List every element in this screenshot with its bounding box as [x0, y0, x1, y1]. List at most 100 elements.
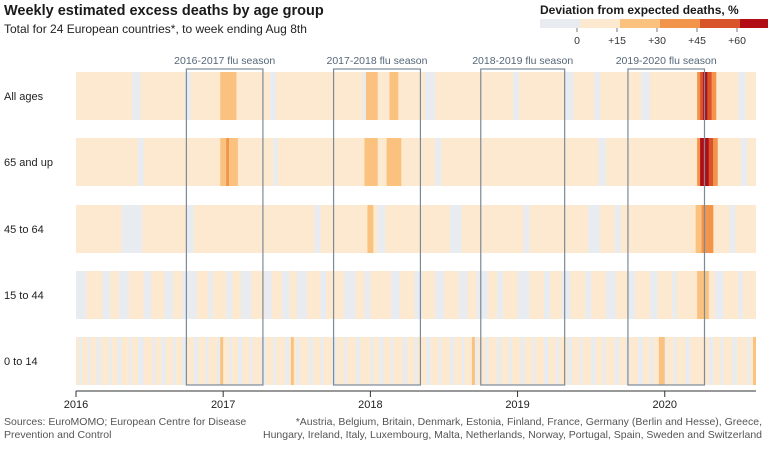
- chart-subtitle: Total for 24 European countries*, to wee…: [4, 22, 307, 36]
- neutral-week-band: [567, 337, 573, 385]
- neutral-week-band: [308, 337, 313, 385]
- row-label: 15 to 44: [4, 290, 44, 302]
- excess-week-band: [220, 138, 227, 186]
- neutral-week-band: [461, 337, 465, 385]
- x-tick-label: 2018: [358, 399, 382, 411]
- countries-footnote: *Austria, Belgium, Britain, Denmark, Est…: [262, 416, 762, 441]
- neutral-week-band: [370, 337, 374, 385]
- neutral-week-band: [741, 138, 748, 186]
- legend-tick-label: +45: [688, 35, 706, 47]
- neutral-week-band: [714, 271, 724, 319]
- x-axis: 2016 2017 2018 2019 2020: [64, 390, 756, 411]
- neutral-week-band: [729, 205, 736, 253]
- neutral-week-band: [650, 271, 658, 319]
- neutral-week-band: [513, 72, 520, 120]
- neutral-week-band: [564, 72, 574, 120]
- neutral-week-band: [638, 337, 643, 385]
- excess-week-band: [386, 138, 402, 186]
- row-background: [76, 138, 756, 186]
- x-tick-label: 2017: [211, 399, 235, 411]
- neutral-week-band: [117, 337, 122, 385]
- neutral-week-band: [579, 337, 583, 385]
- neutral-week-band: [343, 337, 347, 385]
- neutral-week-band: [602, 337, 606, 385]
- neutral-week-band: [532, 337, 536, 385]
- row-label: 0 to 14: [4, 356, 38, 368]
- neutral-week-band: [738, 271, 743, 319]
- flu-season-label: 2018-2019 flu season: [472, 55, 573, 67]
- neutral-week-band: [296, 337, 300, 385]
- x-tick-label: 2019: [505, 399, 529, 411]
- neutral-week-band: [131, 72, 141, 120]
- neutral-week-band: [473, 337, 478, 385]
- excess-week-band: [700, 138, 704, 186]
- neutral-week-band: [208, 271, 213, 319]
- legend-swatch: [740, 19, 768, 28]
- neutral-week-band: [240, 271, 252, 319]
- excess-week-band: [695, 205, 702, 253]
- legend-tick-label: 0: [574, 35, 580, 47]
- excess-week-band: [707, 205, 714, 253]
- neutral-week-band: [708, 337, 714, 385]
- excess-week-band: [703, 72, 708, 120]
- neutral-week-band: [184, 72, 191, 120]
- legend-tick-label: +15: [608, 35, 626, 47]
- neutral-week-band: [650, 337, 653, 385]
- neutral-week-band: [390, 271, 400, 319]
- neutral-week-band: [217, 337, 222, 385]
- neutral-week-band: [449, 337, 455, 385]
- neutral-week-band: [614, 337, 620, 385]
- legend-swatch: [620, 19, 660, 28]
- neutral-week-band: [458, 271, 468, 319]
- neutral-week-band: [685, 337, 690, 385]
- neutral-week-band: [96, 337, 102, 385]
- flu-season-boxes: 2016-2017 flu season 2017-2018 flu season…: [174, 55, 717, 386]
- neutral-week-band: [273, 337, 277, 385]
- neutral-week-band: [414, 271, 422, 319]
- legend-swatch: [580, 19, 620, 28]
- neutral-week-band: [720, 337, 724, 385]
- row-background: [76, 72, 756, 120]
- excess-week-band: [697, 271, 709, 319]
- neutral-week-band: [449, 205, 462, 253]
- heatmap-row: All ages: [4, 72, 756, 120]
- neutral-week-band: [355, 337, 361, 385]
- neutral-week-band: [496, 337, 502, 385]
- neutral-week-band: [296, 271, 308, 319]
- neutral-week-band: [161, 337, 166, 385]
- neutral-week-band: [108, 337, 112, 385]
- neutral-week-band: [87, 337, 91, 385]
- flu-season-label: 2017-2018 flu season: [326, 55, 427, 67]
- heatmap-row: 45 to 64: [4, 205, 756, 253]
- neutral-week-band: [118, 271, 129, 319]
- legend-title: Deviation from expected deaths, %: [540, 3, 739, 17]
- row-label: 45 to 64: [4, 224, 44, 236]
- legend-tick-label: +30: [648, 35, 666, 47]
- row-label: 65 and up: [4, 157, 53, 169]
- legend-tick-label: +60: [728, 35, 746, 47]
- flu-season-label: 2019-2020 flu season: [616, 55, 717, 67]
- excess-week-band: [471, 337, 475, 385]
- neutral-week-band: [193, 337, 199, 385]
- legend-swatch: [700, 19, 740, 28]
- neutral-week-band: [508, 337, 512, 385]
- row-label: All ages: [4, 91, 44, 103]
- neutral-week-band: [205, 337, 209, 385]
- neutral-week-band: [249, 337, 253, 385]
- neutral-week-band: [137, 337, 144, 385]
- neutral-week-band: [402, 337, 408, 385]
- neutral-week-band: [627, 271, 636, 319]
- excess-week-band: [220, 72, 237, 120]
- neutral-week-band: [747, 337, 751, 385]
- neutral-week-band: [314, 205, 321, 253]
- neutral-week-band: [164, 271, 174, 319]
- neutral-week-band: [672, 271, 677, 319]
- neutral-week-band: [673, 337, 677, 385]
- excess-week-band: [290, 337, 294, 385]
- neutral-week-band: [435, 138, 442, 186]
- neutral-week-band: [229, 337, 233, 385]
- neutral-week-band: [78, 337, 82, 385]
- neutral-week-band: [137, 138, 144, 186]
- neutral-week-band: [614, 205, 621, 253]
